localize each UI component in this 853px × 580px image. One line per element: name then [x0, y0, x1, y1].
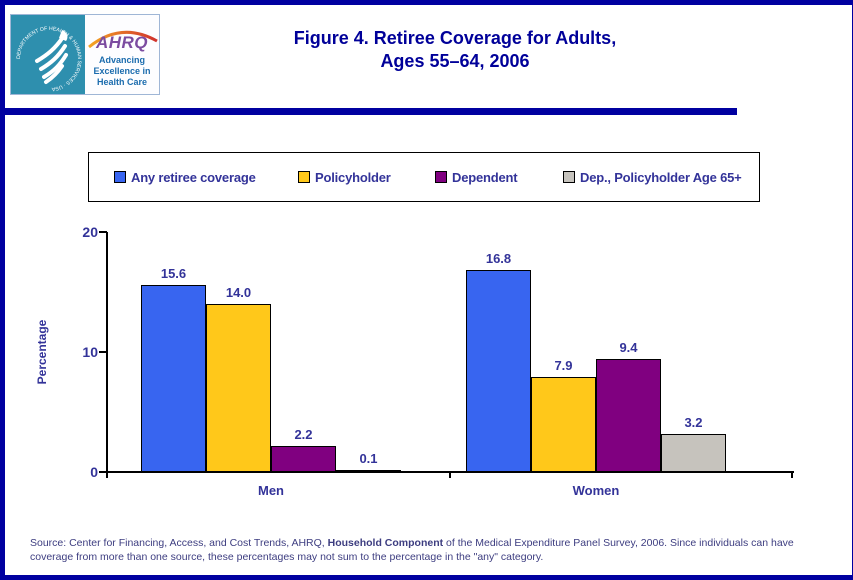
ahrq-wordmark: AHRQ [95, 33, 149, 52]
title-line-2: Ages 55–64, 2006 [380, 51, 530, 71]
y-axis-tick [99, 471, 107, 473]
hhs-logo: DEPARTMENT OF HEALTH & HUMAN SERVICES · … [11, 15, 85, 94]
legend-item: Dep., Policyholder Age 65+ [563, 153, 742, 201]
source-text: Source: Center for Financing, Access, an… [30, 537, 328, 549]
tagline-line: Advancing [98, 55, 145, 65]
source-text: of the Medical Expenditure Panel Survey,… [30, 537, 794, 563]
bar-value-label: 15.6 [160, 265, 187, 281]
bar-value-label: 14.0 [225, 285, 252, 300]
hhs-ahrq-logo: DEPARTMENT OF HEALTH & HUMAN SERVICES · … [10, 14, 160, 95]
bar-men-2 [206, 304, 271, 472]
ahrq-logo: AHRQ Advancing Excellence in Health Care [85, 15, 159, 94]
legend-label: Any retiree coverage [131, 169, 256, 185]
bar-value-label: 16.8 [485, 251, 512, 267]
legend: Any retiree coverage Policyholder Dependen… [88, 152, 760, 202]
x-axis-tick [106, 471, 108, 478]
bar-value-label: 9.4 [619, 340, 638, 356]
header-divider-bar [0, 108, 737, 115]
page-title: Figure 4. Retiree Coverage for Adults, A… [170, 27, 740, 73]
bar-women-4 [661, 433, 726, 472]
legend-label: Dep., Policyholder Age 65+ [580, 169, 742, 185]
bar-men-4 [336, 470, 401, 472]
legend-swatch-icon [298, 171, 310, 183]
bar-women-2 [531, 377, 596, 472]
x-axis-tick [791, 471, 793, 478]
y-tick-label: 10 [82, 344, 98, 360]
bar-value-label: 7.9 [554, 358, 573, 374]
legend-item: Any retiree coverage [114, 153, 256, 201]
category-label-women: Women [572, 483, 620, 498]
legend-swatch-icon [114, 171, 126, 183]
bar-men-3 [271, 445, 336, 472]
y-tick-label: 0 [90, 464, 98, 480]
x-axis-tick [449, 471, 451, 478]
bar-value-label: 0.1 [359, 451, 378, 466]
hhs-eagle-icon: DEPARTMENT OF HEALTH & HUMAN SERVICES · … [16, 26, 82, 92]
y-axis-tick [99, 231, 107, 233]
tagline-line: Health Care [96, 77, 148, 87]
y-tick-label: 20 [82, 224, 98, 240]
bar-women-3 [596, 359, 661, 472]
legend-item: Policyholder [298, 153, 391, 201]
y-axis-title: Percentage [35, 319, 49, 385]
source-bold-text: Household Component [327, 537, 444, 549]
legend-item: Dependent [435, 153, 518, 201]
category-label-men: Men [258, 483, 284, 498]
ahrq-tagline: Advancing Excellence in Health Care [85, 55, 159, 88]
legend-label: Policyholder [315, 169, 391, 185]
y-axis-tick [99, 351, 107, 353]
legend-swatch-icon [435, 171, 447, 183]
bar-women-1 [466, 270, 531, 472]
source-note: Source: Center for Financing, Access, an… [30, 536, 825, 564]
y-axis-line [106, 232, 108, 473]
bar-men-1 [141, 284, 206, 472]
legend-label: Dependent [452, 169, 518, 185]
bar-value-label: 2.2 [294, 426, 313, 442]
bar-value-label: 3.2 [684, 414, 703, 430]
legend-swatch-icon [563, 171, 575, 183]
title-line-1: Figure 4. Retiree Coverage for Adults, [293, 28, 617, 48]
ahrq-arc-icon [88, 30, 158, 49]
tagline-line: Excellence in [93, 66, 151, 76]
